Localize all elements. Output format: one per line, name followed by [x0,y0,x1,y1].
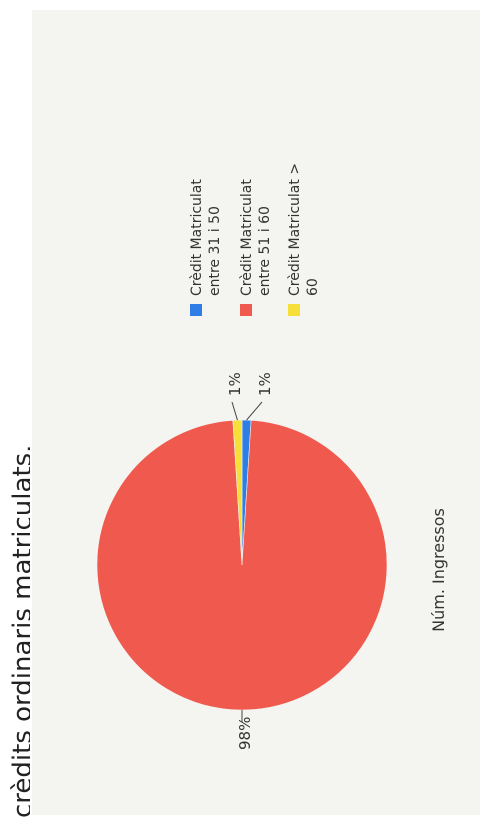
chart-legend: Crèdit Matriculat entre 31 i 50 Crèdit Mat… [189,163,321,316]
legend-label-1-line-2: entre 31 i 50 [207,206,223,296]
legend-label-2-line-1: Crèdit Matriculat [239,179,255,296]
leader-line-1 [246,401,263,421]
legend-label-3-line-1: Crèdit Matriculat > [287,163,303,296]
legend-label-2-line-2: entre 51 i 60 [257,206,273,296]
pie-slice-2 [96,419,388,711]
caption-text: crèdits ordinaris matriculats. [8,444,30,818]
axis-label: Núm. Ingressos [429,508,448,632]
legend-swatch-3 [288,304,300,316]
data-labels: 1% 98% 1% [226,372,274,750]
leader-line-3 [231,401,238,421]
caption-strip: crèdits ordinaris matriculats. [0,0,30,820]
chart-svg: 1%98%1% Crèdit Matriculat entre 31 i 50 Cr… [96,163,448,750]
data-label-1: 1% [256,372,274,396]
data-label-2: 98% [236,717,254,750]
pie-chart [96,419,388,711]
data-label-3: 1% [226,372,244,396]
legend-swatch-2 [240,304,252,316]
legend-label-3-line-2: 60 [305,278,321,296]
chart-panel: 1% 98% 1% Crèdit Matriculat entre 31 i 50 Cr… [32,10,480,815]
legend-label-1-line-1: Crèdit Matriculat [189,179,205,296]
legend-swatch-1 [190,304,202,316]
